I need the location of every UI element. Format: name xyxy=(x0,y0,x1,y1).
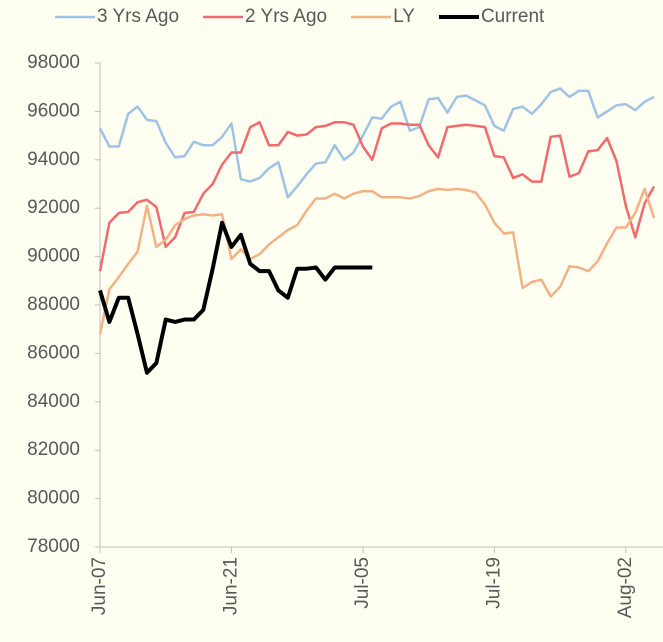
y-tick-label: 86000 xyxy=(27,342,80,363)
series-line xyxy=(98,187,656,335)
y-tick-label: 98000 xyxy=(27,52,80,73)
y-tick-label: 78000 xyxy=(27,536,80,557)
y-tick-label: 84000 xyxy=(27,391,80,412)
y-tick-label: 92000 xyxy=(27,197,80,218)
legend-label: 3 Yrs Ago xyxy=(97,6,179,27)
y-tick-label: 88000 xyxy=(27,294,80,315)
x-tick-label: Jul-05 xyxy=(352,557,373,609)
series-line xyxy=(98,220,373,375)
series-line xyxy=(98,87,655,199)
y-tick-label: 90000 xyxy=(27,246,80,267)
legend-label: 2 Yrs Ago xyxy=(245,6,327,27)
x-tick-label: Jun-21 xyxy=(220,557,241,615)
legend-label: Current xyxy=(481,6,545,27)
y-tick-label: 94000 xyxy=(27,149,80,170)
y-tick-label: 82000 xyxy=(27,439,80,460)
series-line xyxy=(98,121,656,272)
legend-label: LY xyxy=(393,6,415,27)
x-tick-label: Jun-07 xyxy=(89,557,110,615)
x-tick-label: Aug-02 xyxy=(615,557,636,618)
y-tick-label: 96000 xyxy=(27,100,80,121)
y-tick-label: 80000 xyxy=(27,488,80,509)
x-tick-label: Jul-19 xyxy=(483,557,504,609)
